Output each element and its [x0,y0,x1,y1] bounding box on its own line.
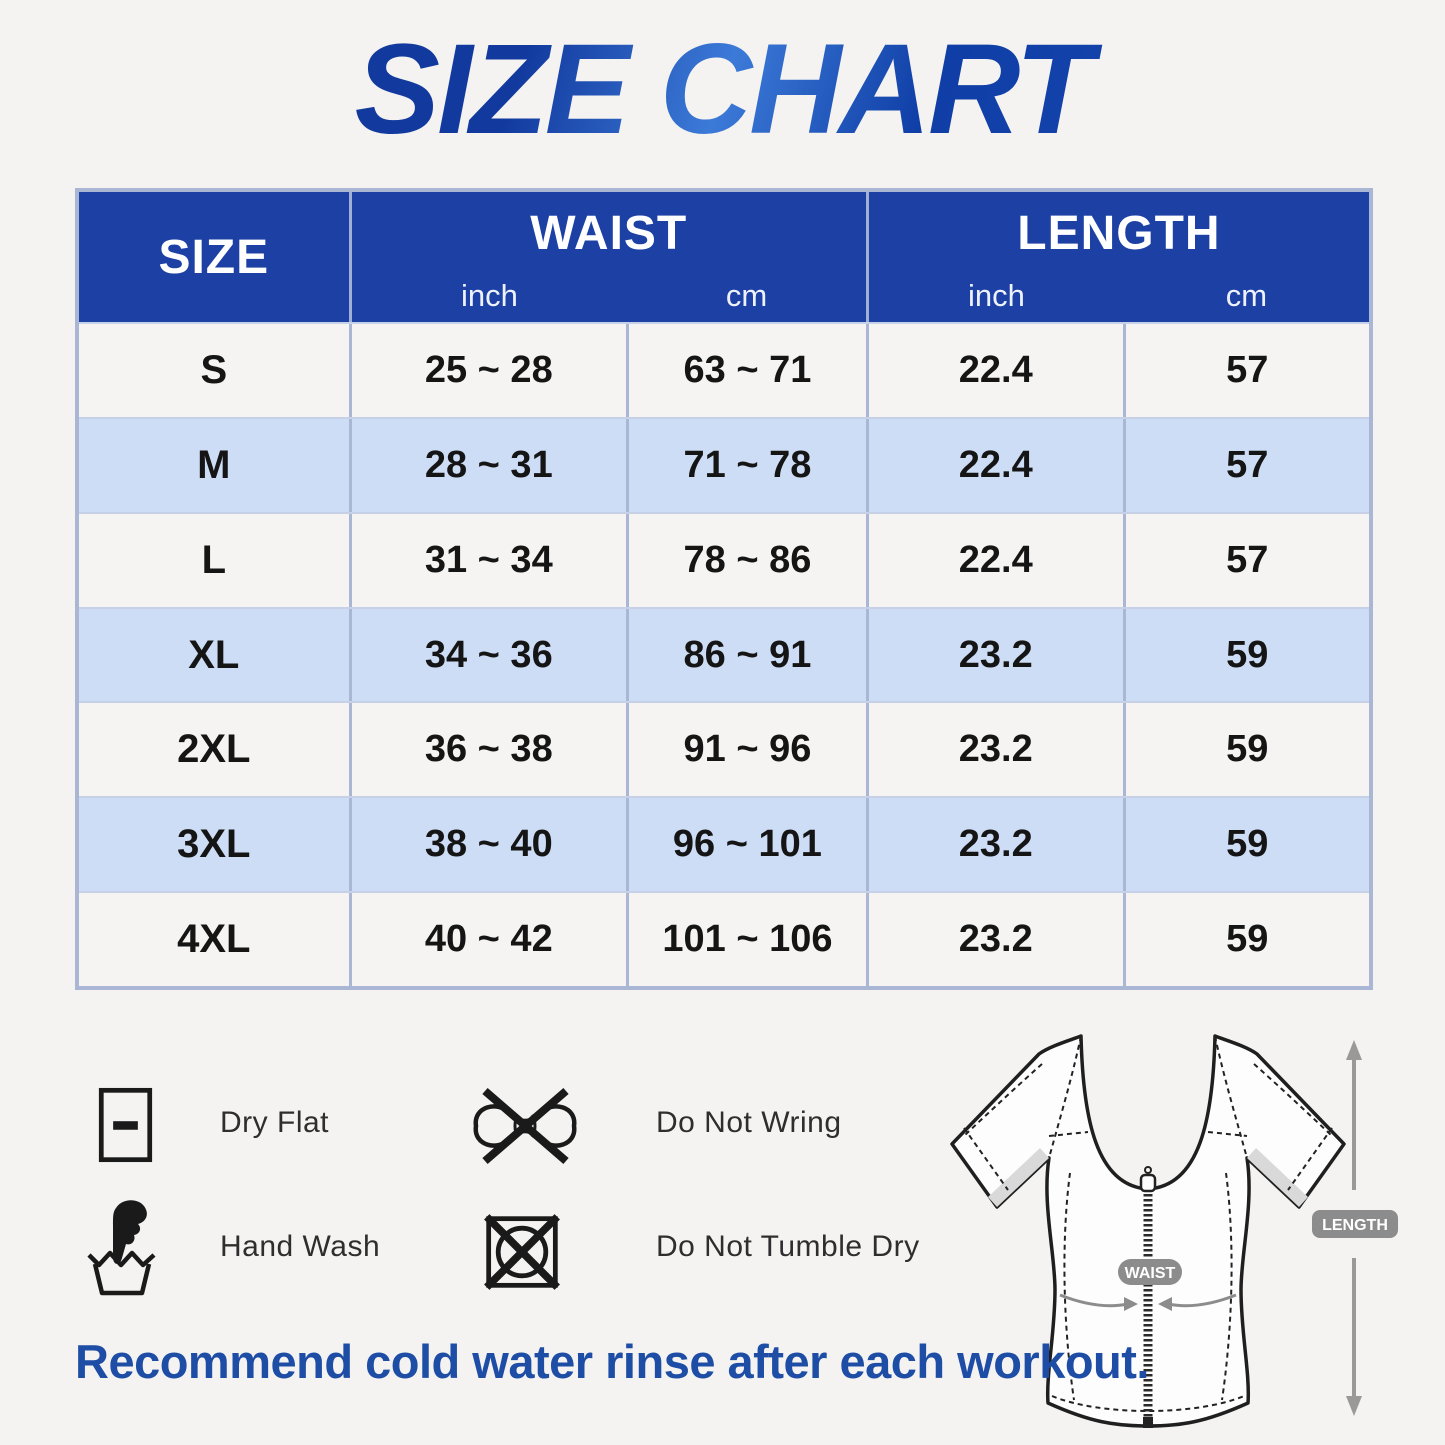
header-group-length: LENGTH inch cm [865,192,1369,322]
size-cell: 2XL [177,727,251,772]
care-label-do-not-wring: Do Not Wring [656,1106,842,1139]
table-header: SIZE WAIST inch cm LENGTH inch cm [79,192,1369,322]
table-row-m: M 28 ~ 31 71 ~ 78 22.4 57 [79,416,1369,512]
table-row-xl: XL 34 ~ 36 86 ~ 91 23.2 59 [79,606,1369,702]
waist-cm-cell: 96 ~ 101 [625,798,866,892]
length-cm-cell: 57 [1122,418,1369,512]
size-cell: 4XL [177,917,251,962]
waist-cm-cell: 86 ~ 91 [625,608,866,702]
care-label-dry-flat: Dry Flat [220,1106,329,1139]
length-cm-cell: 59 [1122,703,1369,797]
table-row-4xl: 4XL 40 ~ 42 101 ~ 106 23.2 59 [79,891,1369,987]
table-row-3xl: 3XL 38 ~ 40 96 ~ 101 23.2 59 [79,796,1369,892]
waist-inch-cell: 40 ~ 42 [348,893,626,987]
length-cm-cell: 59 [1122,798,1369,892]
header-group-waist: WAIST inch cm [348,192,866,322]
length-badge-label: LENGTH [1322,1217,1388,1234]
length-inch-cell: 23.2 [865,893,1123,987]
waist-units-row: inch cm [352,278,866,314]
column-header-length: LENGTH [1017,207,1221,260]
waist-inch-cell: 25 ~ 28 [348,324,626,417]
waist-cm-cell: 63 ~ 71 [625,324,866,417]
waist-inch-cell: 38 ~ 40 [348,798,626,892]
waist-cm-cell: 71 ~ 78 [625,418,866,512]
length-cm-cell: 57 [1122,324,1369,417]
size-cell: M [197,442,231,487]
length-cm-cell: 57 [1122,513,1369,607]
size-cell: S [200,347,228,392]
waist-inch-cell: 28 ~ 31 [348,418,626,512]
footer-note: Recommend cold water rinse after each wo… [75,1335,1149,1388]
length-inch-cell: 22.4 [865,513,1123,607]
unit-label-waist-inch: inch [460,278,518,313]
table-row-2xl: 2XL 36 ~ 38 91 ~ 96 23.2 59 [79,701,1369,797]
waist-cm-cell: 101 ~ 106 [625,893,866,987]
waist-inch-cell: 36 ~ 38 [348,703,626,797]
waist-badge-label: WAIST [1125,1265,1176,1282]
table-row-s: S 25 ~ 28 63 ~ 71 22.4 57 [79,322,1369,417]
page-title: SIZE CHART [0,16,1445,163]
care-label-do-not-tumble-dry: Do Not Tumble Dry [656,1230,920,1263]
waist-badge [1118,1259,1182,1285]
care-label-hand-wash: Hand Wash [220,1230,381,1263]
dry-flat-icon [98,1087,153,1163]
zipper [1139,1166,1157,1428]
size-cell: L [201,537,227,582]
do-not-wring-icon [473,1087,577,1165]
do-not-tumble-dry-icon [484,1214,560,1290]
length-inch-cell: 22.4 [865,324,1123,417]
length-units-row: inch cm [869,278,1369,314]
size-cell: 3XL [177,822,251,867]
waist-cm-cell: 91 ~ 96 [625,703,866,797]
size-cell: XL [188,632,240,677]
unit-label-waist-cm: cm [725,278,768,313]
table-row-l: L 31 ~ 34 78 ~ 86 22.4 57 [79,511,1369,607]
waist-arrows [1059,1293,1237,1308]
column-header-size: SIZE [158,230,270,284]
hand-wash-icon [87,1200,156,1296]
length-inch-cell: 23.2 [865,608,1123,702]
waist-inch-cell: 34 ~ 36 [348,608,626,702]
waist-cm-cell: 78 ~ 86 [625,513,866,607]
table-body: S 25 ~ 28 63 ~ 71 22.4 57 M 28 ~ 31 71 ~… [79,322,1369,987]
column-header-waist: WAIST [530,207,688,260]
waist-inch-cell: 31 ~ 34 [348,513,626,607]
garment-diagram: WAIST LENGTH [950,1034,1398,1428]
length-inch-cell: 23.2 [865,703,1123,797]
length-badge [1312,1210,1398,1238]
header-group-size: SIZE [79,192,349,322]
size-table: SIZE WAIST inch cm LENGTH inch cm S 25 ~ [75,188,1373,990]
length-inch-cell: 23.2 [865,798,1123,892]
unit-label-length-inch: inch [967,278,1025,313]
length-cm-cell: 59 [1122,608,1369,702]
unit-label-length-cm: cm [1225,278,1268,313]
length-cm-cell: 59 [1122,893,1369,987]
length-inch-cell: 22.4 [865,418,1123,512]
